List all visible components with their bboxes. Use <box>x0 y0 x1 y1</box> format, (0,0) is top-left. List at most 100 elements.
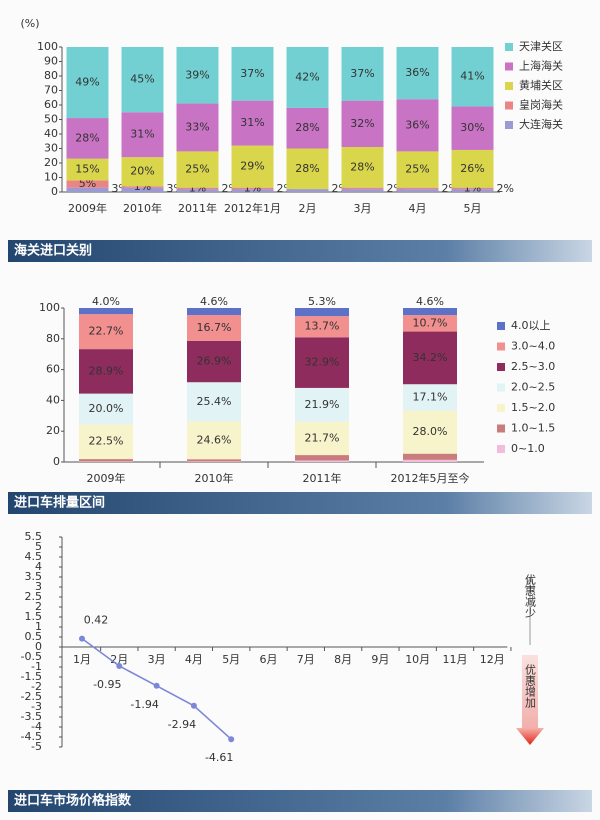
legend-swatch <box>497 342 505 351</box>
data-label: 28% <box>295 121 319 134</box>
data-label: 41% <box>460 70 484 83</box>
legend-label: 1.5~2.0 <box>511 401 555 414</box>
x-tick-label: 9月 <box>371 653 389 666</box>
y-tick-label: 5 <box>35 540 42 553</box>
data-label: 24.6% <box>197 433 232 446</box>
bar-segment <box>121 47 164 113</box>
bar-segment <box>79 349 133 394</box>
data-label: 28.0% <box>413 425 448 438</box>
legend-swatch <box>497 404 505 412</box>
data-label: 34.2% <box>413 351 448 364</box>
y-tick-label: -1 <box>31 660 42 673</box>
y-tick-label: 10 <box>44 171 58 184</box>
data-label: 39% <box>185 68 209 81</box>
y-tick-label: 2.5 <box>25 590 43 603</box>
bar-segment <box>451 187 494 190</box>
y-tick-label: 40 <box>44 127 58 140</box>
data-label: 2% <box>497 182 514 195</box>
bar-segment <box>403 410 457 454</box>
y-tick-label: 3 <box>35 580 42 593</box>
x-tick-label: 1月 <box>73 653 91 666</box>
y-tick-label: 80 <box>46 332 60 345</box>
data-label: 37% <box>350 67 374 80</box>
section-bar <box>8 790 592 812</box>
y-tick-label: 1.5 <box>25 610 43 623</box>
data-label: -0.95 <box>93 678 121 691</box>
x-tick-label: 2011年 <box>178 201 217 215</box>
data-label: 21.7% <box>305 431 340 444</box>
data-label: 25% <box>185 163 209 176</box>
legend-swatch <box>497 383 505 392</box>
bar-segment <box>451 47 494 107</box>
bar-segment <box>295 460 349 462</box>
bar-segment <box>451 106 494 150</box>
data-label: 16.7% <box>197 321 232 334</box>
bar-segment <box>231 189 274 192</box>
y-tick-label: 50 <box>44 113 58 126</box>
data-label: 20.0% <box>89 402 124 415</box>
point <box>153 682 160 689</box>
bar-segment <box>121 112 164 158</box>
legend-label: 天津关区 <box>519 39 563 53</box>
data-label: 25% <box>405 163 429 176</box>
bar-segment <box>451 189 494 192</box>
data-label: 49% <box>75 76 99 89</box>
arrow-body <box>522 655 538 728</box>
bar-segment <box>66 158 109 181</box>
bar-segment <box>295 455 349 461</box>
bar-segment <box>187 308 241 316</box>
section-bar <box>8 492 592 514</box>
point <box>190 702 197 709</box>
data-label: 26.9% <box>197 355 232 368</box>
y-tick-label: 1 <box>35 620 42 633</box>
x-tick-label: 5月 <box>222 653 240 666</box>
bar-segment <box>231 187 274 190</box>
y-tick-label: 70 <box>44 84 58 97</box>
bar-segment <box>121 186 164 188</box>
legend-label: 2.0~2.5 <box>511 381 555 394</box>
legend-swatch <box>497 445 505 453</box>
x-tick-label: 2月 <box>299 202 317 215</box>
y-tick-label: -5 <box>31 740 42 753</box>
y-tick-label: 0.5 <box>25 630 43 643</box>
x-tick-label: 5月 <box>464 202 482 215</box>
y-tick-label: 100 <box>39 301 60 314</box>
y-unit: (%) <box>20 17 39 30</box>
bar-segment <box>403 315 457 332</box>
bar-segment <box>341 100 384 148</box>
x-tick-label: 2010年 <box>123 201 162 215</box>
bar-segment <box>176 103 219 152</box>
bar-segment <box>121 157 164 187</box>
point <box>228 736 235 743</box>
y-tick-label: 3.5 <box>25 570 43 583</box>
bar-segment <box>187 382 241 422</box>
bar-segment <box>79 424 133 460</box>
y-tick-label: 80 <box>44 69 58 82</box>
bar-segment <box>187 340 241 383</box>
x-tick-label: 4月 <box>409 202 427 215</box>
x-tick-label: 3月 <box>354 202 372 215</box>
x-tick-label: 4月 <box>185 653 203 666</box>
bar-segment <box>79 314 133 350</box>
legend-swatch <box>505 62 513 71</box>
y-tick-label: 40 <box>46 393 60 406</box>
data-label: 21.9% <box>305 398 340 411</box>
section-title: 进口车排量区间 <box>14 495 105 511</box>
data-label: 13.7% <box>305 320 340 333</box>
data-label: 5.3% <box>308 295 336 308</box>
data-label: 25.4% <box>197 395 232 408</box>
bar-segment <box>231 100 274 146</box>
y-tick-label: -3.5 <box>21 710 42 723</box>
bar-segment <box>295 316 349 338</box>
legend-label: 2.5~3.0 <box>511 360 555 373</box>
legend-swatch <box>505 121 513 129</box>
data-label: 22.7% <box>89 325 124 338</box>
bar-segment <box>396 189 439 192</box>
x-tick-label: 3月 <box>148 653 166 666</box>
bar-segment <box>66 187 109 192</box>
data-label: 37% <box>240 67 264 80</box>
data-label: 4.6% <box>416 295 444 308</box>
section-bar <box>8 240 592 262</box>
legend-swatch <box>497 424 505 433</box>
x-tick-label: 2012年5月至今 <box>391 471 470 485</box>
